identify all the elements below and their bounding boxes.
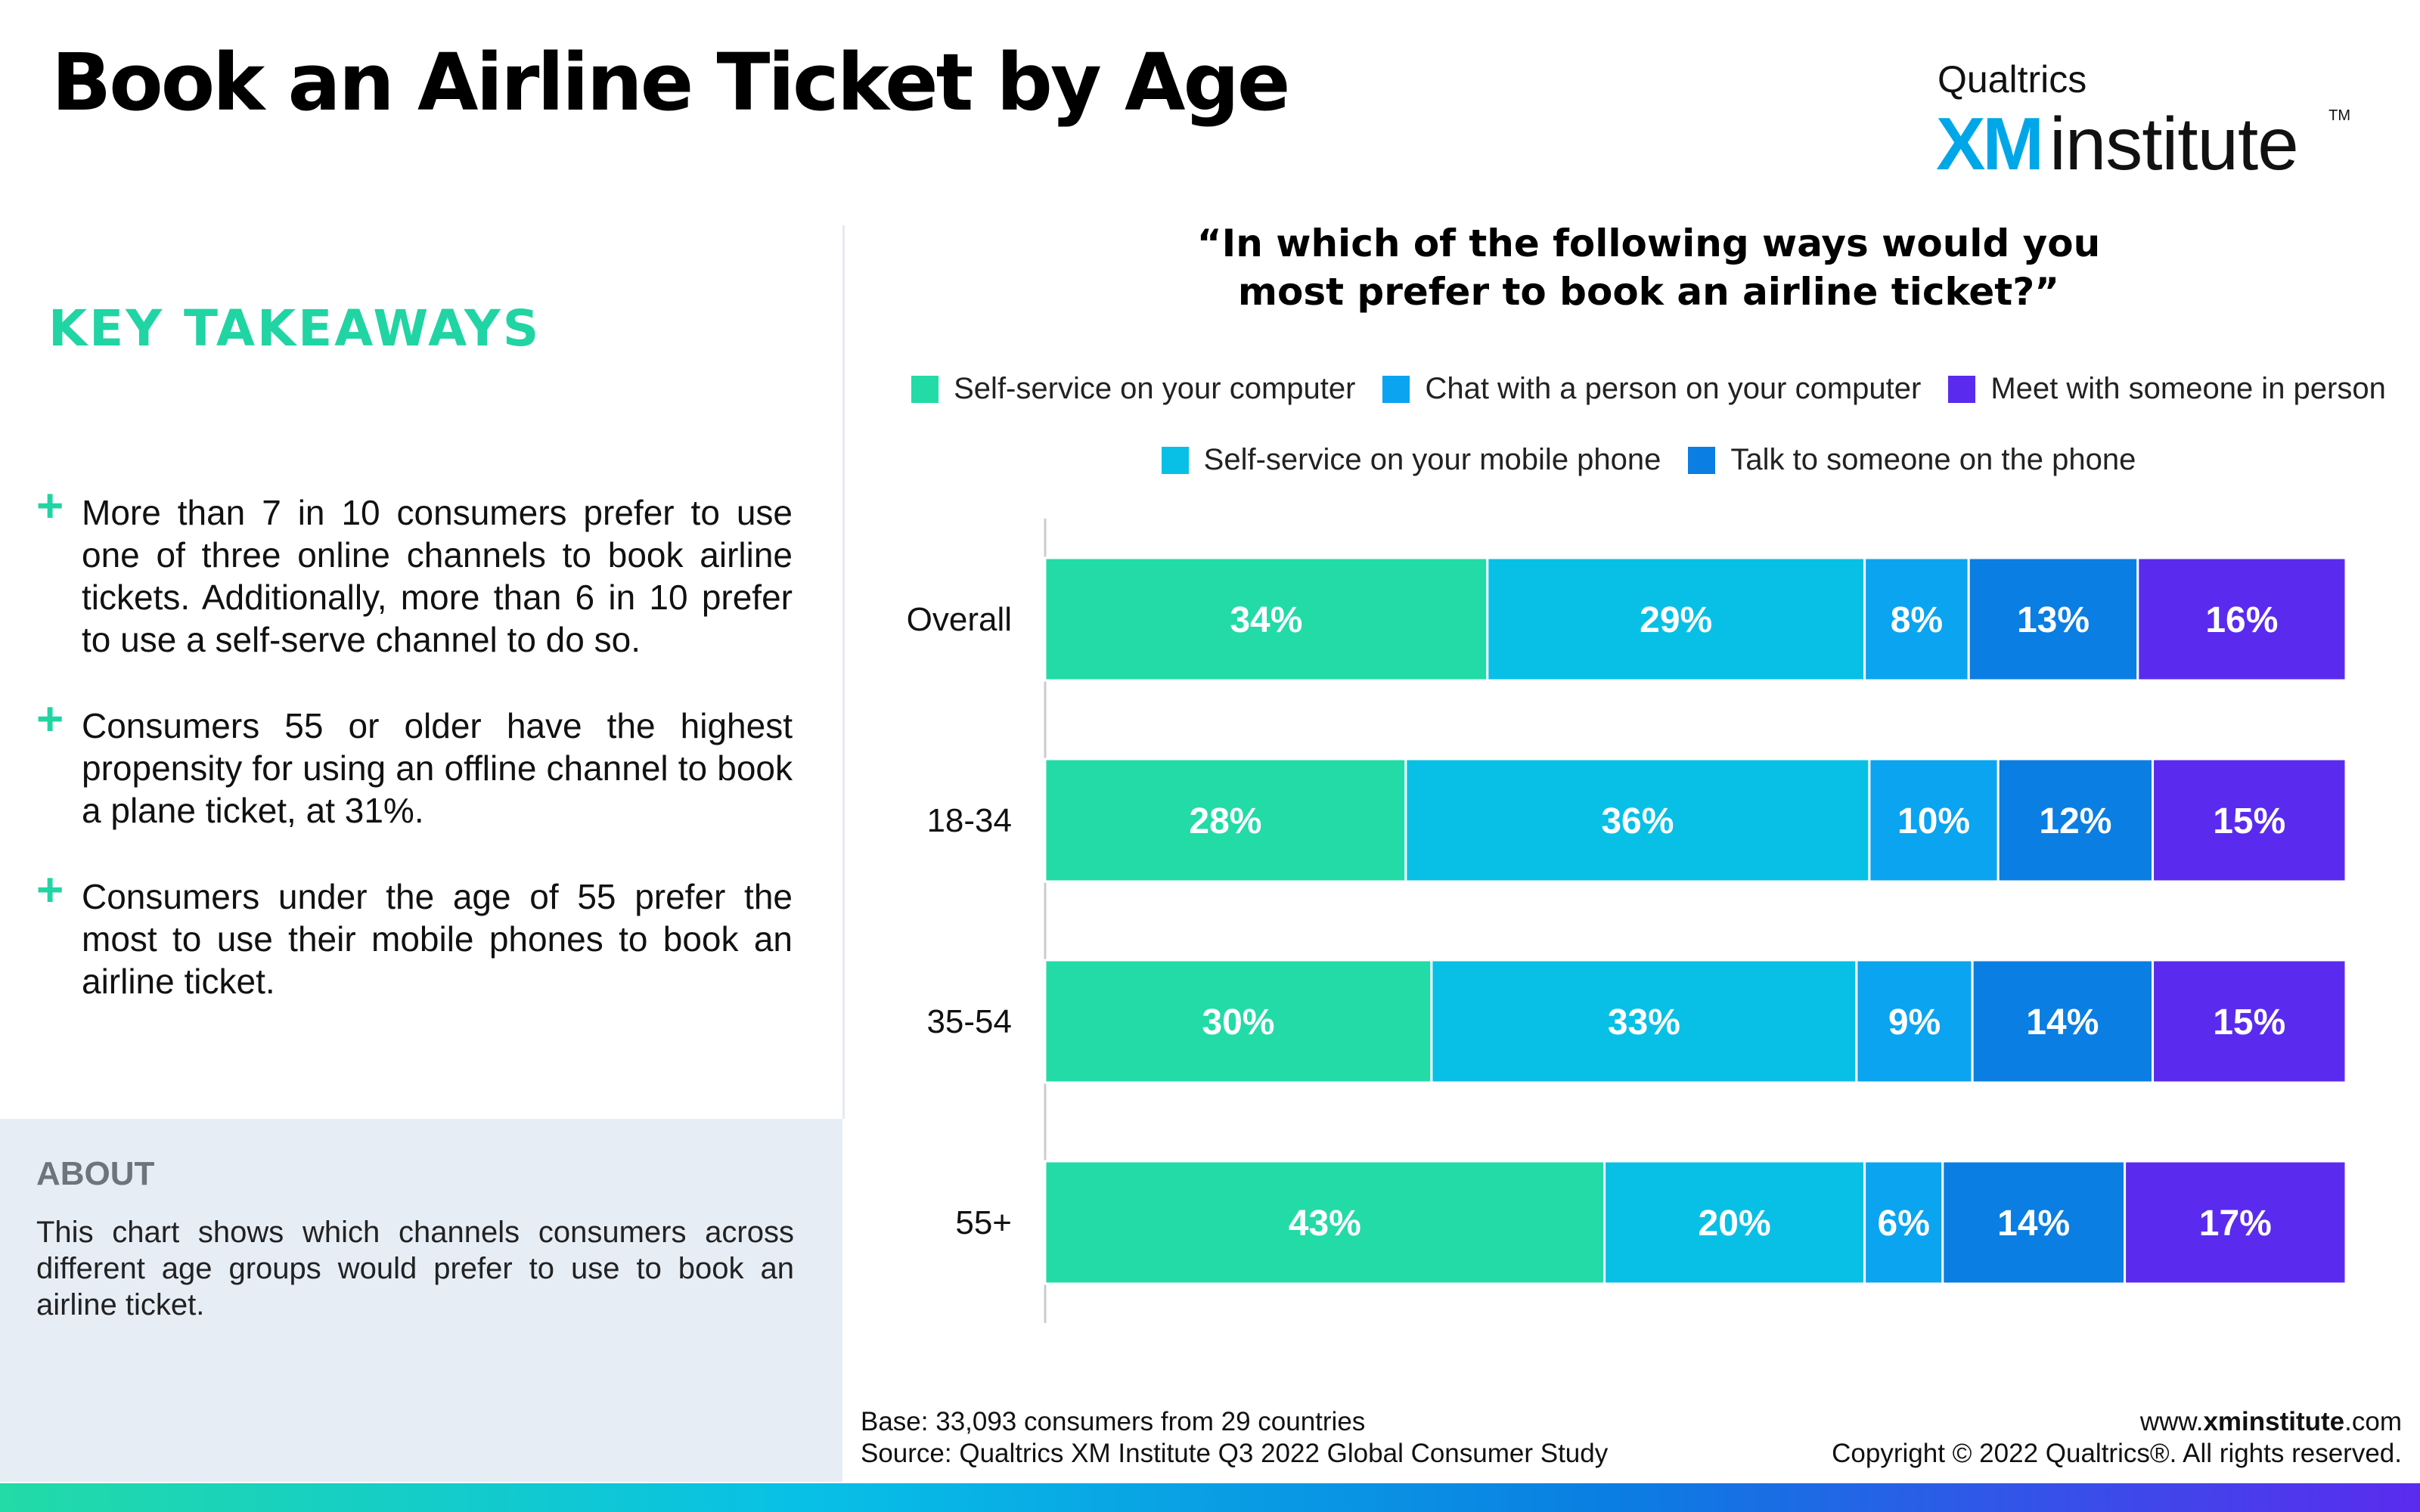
plus-icon: + — [36, 480, 64, 532]
bar-segment — [2152, 959, 2347, 1084]
chart-svg: Overall 34% 29% 8% 13% 16% 18-34 28% 36% 10% 12% 15… — [907, 519, 2347, 1323]
bar-segment — [2124, 1160, 2347, 1285]
chart-legend-row: Self-service on your mobile phone Talk to… — [877, 443, 2420, 477]
logo-trademark: TM — [2328, 107, 2350, 124]
bar-segment — [1044, 758, 1407, 883]
legend-label: Self-service on your mobile phone — [1203, 443, 1661, 476]
legend-swatch — [1948, 375, 1976, 403]
legend-swatch — [1161, 446, 1189, 474]
footer-copyright-text: Copyright © 2022 Qualtrics®. All rights … — [1832, 1439, 2402, 1468]
logo-institute-text: institute — [2049, 102, 2299, 185]
chart-title: “In which of the following ways would yo… — [1044, 219, 2254, 316]
plus-icon: + — [36, 864, 64, 916]
bar-segment — [1044, 959, 1433, 1084]
bar-value-label: 8% — [1891, 600, 1943, 640]
bar-segment — [2136, 556, 2347, 682]
bar-value-label: 16% — [2205, 600, 2278, 640]
bar-segment — [1996, 758, 2155, 883]
bar-value-label: 12% — [2039, 801, 2111, 841]
bar-value-label: 10% — [1897, 801, 1970, 841]
chart-legend-row: Self-service on your computer Chat with a… — [877, 372, 2420, 406]
legend-item: Chat with a person on your computer — [1382, 372, 1921, 406]
category-label: 18-34 — [926, 802, 1012, 839]
plus-icon: + — [36, 693, 64, 745]
bar-segment — [1941, 1160, 2127, 1285]
bar-segment — [1863, 556, 1970, 682]
about-panel: ABOUT This chart shows which channels co… — [0, 1119, 842, 1482]
takeaway-text: Consumers 55 or older have the highest p… — [82, 706, 793, 830]
qualtrics-xm-institute-logo: Qualtrics XM institute TM — [1930, 57, 2353, 186]
key-takeaways-heading: KEY TAKEAWAYS — [48, 299, 541, 358]
legend-item: Self-service on your mobile phone — [1161, 443, 1661, 477]
bar-value-label: 28% — [1189, 801, 1261, 841]
about-text: This chart shows which channels consumer… — [36, 1216, 794, 1321]
bar-value-label: 34% — [1230, 600, 1302, 640]
bar-segment — [2152, 758, 2347, 883]
bar-value-label: 14% — [2026, 1002, 2099, 1043]
legend-label: Talk to someone on the phone — [1730, 443, 2136, 476]
bar-value-label: 17% — [2199, 1204, 2272, 1244]
legend-item: Meet with someone in person — [1948, 372, 2386, 406]
page-title: Book an Airline Ticket by Age — [51, 36, 1290, 129]
bar-value-label: 29% — [1640, 600, 1712, 640]
bar-value-label: 6% — [1878, 1204, 1930, 1244]
takeaways-list: + More than 7 in 10 consumers prefer to … — [36, 483, 793, 1046]
legend-label: Chat with a person on your computer — [1425, 372, 1922, 405]
chart-title-line: most prefer to book an airline ticket?” — [1237, 270, 2060, 314]
legend-swatch — [1688, 446, 1716, 474]
bar-segment — [1430, 959, 1858, 1084]
logo-qualtrics-text: Qualtrics — [1938, 58, 2087, 101]
category-label: Overall — [907, 601, 1012, 638]
bar-value-label: 33% — [1608, 1002, 1680, 1043]
legend-item: Self-service on your computer — [911, 372, 1355, 406]
bar-segment — [1044, 1160, 1606, 1285]
footer-source-text: Source: Qualtrics XM Institute Q3 2022 G… — [861, 1439, 1609, 1468]
category-label: 35-54 — [926, 1003, 1012, 1040]
bar-value-label: 13% — [2017, 600, 2090, 640]
footer-copyright: www.xminstitute.com Copyright © 2022 Qua… — [1832, 1406, 2402, 1470]
footer-website[interactable]: www.xminstitute.com — [2139, 1407, 2402, 1436]
legend-swatch — [1382, 375, 1410, 403]
legend-label: Self-service on your computer — [954, 372, 1356, 405]
takeaway-text: Consumers under the age of 55 prefer the… — [82, 877, 793, 1001]
takeaway-item: + Consumers under the age of 55 prefer t… — [36, 867, 793, 1002]
bar-value-label: 14% — [1997, 1204, 2070, 1244]
bar-value-label: 30% — [1202, 1002, 1274, 1043]
legend-item: Talk to someone on the phone — [1688, 443, 2136, 477]
bar-segment — [1855, 959, 1974, 1084]
chart-title-line: “In which of the following ways would yo… — [1196, 222, 2101, 265]
bar-value-label: 20% — [1699, 1204, 1771, 1244]
legend-swatch — [911, 375, 939, 403]
takeaway-item: + More than 7 in 10 consumers prefer to … — [36, 483, 793, 661]
footer-source: Base: 33,093 consumers from 29 countries… — [861, 1406, 1608, 1470]
bottom-gradient-bar — [0, 1483, 2420, 1512]
takeaway-item: + Consumers 55 or older have the highest… — [36, 696, 793, 832]
bar-value-label: 43% — [1289, 1204, 1361, 1244]
bar-segment — [1971, 959, 2155, 1084]
bar-segment — [1863, 1160, 1944, 1285]
bar-value-label: 36% — [1601, 801, 1674, 841]
logo-xm-text: XM — [1936, 102, 2044, 185]
footer-base-text: Base: 33,093 consumers from 29 countries — [861, 1407, 1366, 1436]
about-heading: ABOUT — [36, 1155, 155, 1192]
takeaway-text: More than 7 in 10 consumers prefer to us… — [82, 493, 793, 659]
bar-value-label: 9% — [1888, 1002, 1941, 1043]
legend-label: Meet with someone in person — [1990, 372, 2386, 405]
bar-segment — [1603, 1160, 1866, 1285]
panel-divider — [842, 225, 845, 1119]
bar-value-label: 15% — [2213, 1002, 2285, 1043]
bar-segment — [1486, 556, 1866, 682]
stacked-bar-chart: Overall 34% 29% 8% 13% 16% 18-34 28% 36% 10% 12% 15… — [847, 514, 2390, 1331]
bar-segment — [1044, 556, 1489, 682]
category-label: 55+ — [955, 1204, 1012, 1241]
bar-value-label: 15% — [2213, 801, 2285, 841]
